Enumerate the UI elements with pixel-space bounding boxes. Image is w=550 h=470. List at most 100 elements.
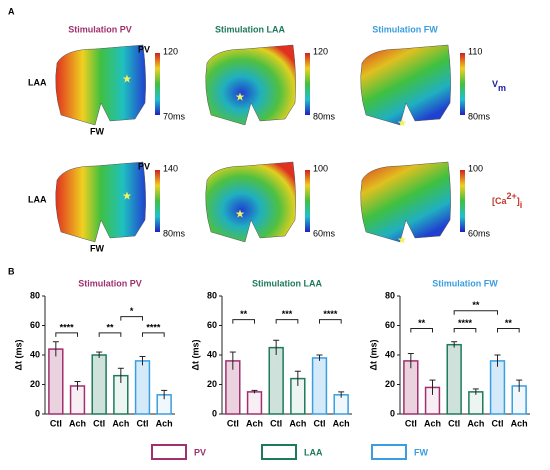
bar xyxy=(48,348,64,415)
legend-label: PV xyxy=(194,447,206,457)
significance-bracket xyxy=(98,332,122,337)
stim-site xyxy=(122,191,132,200)
row-label-part: V xyxy=(492,79,498,89)
y-axis-label: Δt (ms) xyxy=(190,340,200,371)
colorbar-min: 80ms xyxy=(163,228,186,238)
colorbar-min: 60ms xyxy=(468,228,491,238)
colorbar-max: 140 xyxy=(163,163,178,173)
x-tick-label: Ach xyxy=(289,418,306,428)
stim-site xyxy=(122,74,132,83)
map xyxy=(205,44,296,126)
colorbar xyxy=(155,53,160,115)
bar xyxy=(403,360,419,415)
y-tick-label: 60 xyxy=(30,320,40,330)
legend-label: LAA xyxy=(304,447,323,457)
x-tick-label: Ctl xyxy=(227,418,239,428)
colorbar-min: 60ms xyxy=(313,228,336,238)
x-tick-label: Ach xyxy=(467,418,484,428)
legend-swatch xyxy=(261,444,297,460)
map-shape xyxy=(360,44,451,126)
site-label: FW xyxy=(90,126,104,136)
significance-bracket xyxy=(453,327,477,333)
site-label: PV xyxy=(138,161,150,171)
legend-label: FW xyxy=(414,447,428,457)
x-tick-label: Ach xyxy=(424,418,441,428)
bar xyxy=(489,360,506,415)
y-tick-label: 80 xyxy=(385,290,395,300)
significance-label: * xyxy=(130,306,134,316)
row-label: Vm xyxy=(492,79,506,93)
x-tick-label: Ach xyxy=(246,418,263,428)
colorbar xyxy=(155,170,160,232)
row-label: [Ca2+]i xyxy=(492,191,522,210)
significance-label: *** xyxy=(282,309,293,319)
colorbar-max: 120 xyxy=(163,46,178,56)
colorbar-max: 120 xyxy=(313,46,328,56)
stim-site xyxy=(235,209,245,218)
y-tick-label: 80 xyxy=(30,290,40,300)
colorbar-min: 80ms xyxy=(468,111,491,121)
map xyxy=(55,161,146,243)
map xyxy=(360,44,451,127)
bar xyxy=(468,391,484,415)
panel-label: B xyxy=(8,266,15,276)
significance-label: **** xyxy=(60,322,75,332)
row-label-part: ] xyxy=(517,196,520,206)
x-tick-label: Ctl xyxy=(270,418,282,428)
significance-bracket xyxy=(410,327,433,333)
map-shape xyxy=(205,44,296,126)
x-tick-label: Ctl xyxy=(314,418,326,428)
row-label-part: [Ca xyxy=(492,196,507,206)
significance-bracket xyxy=(497,327,520,333)
stim-site xyxy=(397,118,407,127)
site-label: PV xyxy=(138,44,150,54)
significance-bracket xyxy=(55,332,78,337)
y-tick-label: 40 xyxy=(207,349,217,359)
y-tick-label: 0 xyxy=(390,408,395,418)
x-tick-label: Ctl xyxy=(448,418,460,428)
site-label: LAA xyxy=(28,77,47,87)
colorbar xyxy=(305,53,310,115)
significance-bracket xyxy=(142,332,165,337)
colorbar-min: 80ms xyxy=(313,111,336,121)
map-shape xyxy=(55,161,146,243)
site-label: FW xyxy=(90,243,104,253)
bar xyxy=(91,354,107,415)
significance-label: **** xyxy=(146,322,161,332)
significance-bracket xyxy=(453,310,498,315)
row-label-part: 2+ xyxy=(507,191,517,201)
significance-bracket xyxy=(232,319,255,324)
significance-label: **** xyxy=(323,309,338,319)
row-label-part: m xyxy=(498,83,506,93)
site-label: LAA xyxy=(28,194,47,204)
x-tick-label: Ach xyxy=(333,418,350,428)
x-tick-label: Ach xyxy=(112,418,129,428)
legend-swatch xyxy=(371,444,407,460)
chart-title: Stimulation LAA xyxy=(252,278,322,288)
y-tick-label: 20 xyxy=(207,379,217,389)
significance-bracket xyxy=(275,319,299,324)
colorbar xyxy=(460,53,465,115)
significance-label: ** xyxy=(240,309,248,319)
y-tick-label: 80 xyxy=(207,290,217,300)
y-axis-label: Δt (ms) xyxy=(13,340,23,371)
panel-label: A xyxy=(8,6,15,16)
map xyxy=(360,161,451,244)
map xyxy=(55,44,146,126)
bar xyxy=(134,360,151,415)
colorbar xyxy=(305,170,310,232)
stim-site xyxy=(397,235,407,244)
bar xyxy=(246,391,263,415)
y-axis-label: Δt (ms) xyxy=(368,340,378,371)
significance-bracket xyxy=(120,316,143,321)
significance-bracket xyxy=(319,319,342,324)
x-tick-label: Ctl xyxy=(492,418,504,428)
y-tick-label: 40 xyxy=(30,349,40,359)
y-tick-label: 40 xyxy=(385,349,395,359)
significance-label: ** xyxy=(505,318,513,328)
x-tick-label: Ctl xyxy=(137,418,149,428)
y-tick-label: 0 xyxy=(35,408,40,418)
colorbar-min: 70ms xyxy=(163,111,186,121)
x-tick-label: Ach xyxy=(511,418,528,428)
